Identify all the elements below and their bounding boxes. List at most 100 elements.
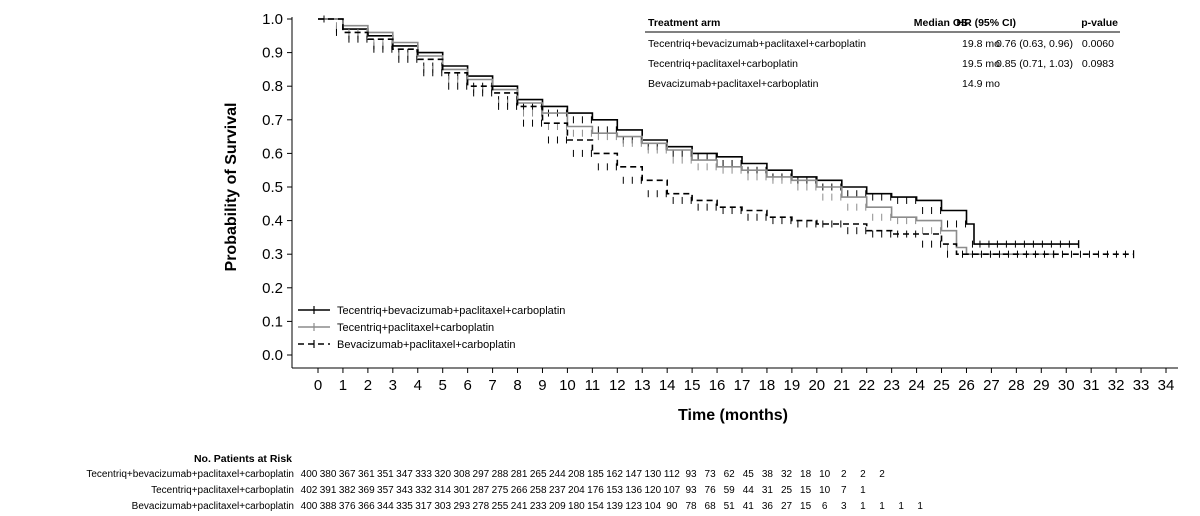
at-risk-value: 36 (762, 501, 774, 512)
at-risk-value: 241 (511, 501, 528, 512)
at-risk-value: 90 (666, 501, 678, 512)
x-tick-label: 19 (784, 377, 801, 394)
at-risk-value: 347 (396, 469, 413, 480)
at-risk-value: 266 (511, 485, 528, 496)
at-risk-value: 335 (396, 501, 413, 512)
at-risk-value: 367 (339, 469, 356, 480)
at-risk-value: 93 (685, 469, 697, 480)
at-risk-value: 332 (415, 485, 432, 496)
at-risk-value: 1 (860, 501, 866, 512)
at-risk-label: Bevacizumab+paclitaxel+carboplatin (132, 501, 294, 512)
at-risk-value: 369 (358, 485, 375, 496)
at-risk-value: 204 (568, 485, 585, 496)
series-line-2 (318, 18, 1054, 255)
at-risk-value: 391 (320, 485, 337, 496)
at-risk-value: 2 (879, 469, 885, 480)
plot-axes (291, 17, 1178, 369)
at-risk-value: 162 (606, 469, 623, 480)
at-risk-title: No. Patients at Risk (194, 453, 292, 465)
at-risk-value: 255 (492, 501, 509, 512)
at-risk-value: 209 (549, 501, 566, 512)
at-risk-value: 25 (781, 485, 793, 496)
at-risk-value: 1 (898, 501, 904, 512)
x-tick-label: 13 (634, 377, 651, 394)
x-tick-label: 33 (1133, 377, 1150, 394)
y-tick-label: 0.0 (262, 347, 283, 364)
at-risk-value: 18 (800, 469, 812, 480)
x-axis-ticks: 0 1 2 3 4 5 6 7 8 9 10 11 12 13 14 15 16 17 18 19 20 21 22 23 24… (314, 368, 1174, 394)
x-tick-label: 6 (463, 377, 471, 394)
table-cell: 0.0983 (1082, 58, 1114, 70)
y-tick-label: 0.8 (262, 78, 283, 95)
table-cell: 19.5 mo (962, 58, 1000, 70)
table-cell: 0.85 (0.71, 1.03) (996, 58, 1073, 70)
at-risk-value: 258 (530, 485, 547, 496)
x-tick-label: 15 (684, 377, 701, 394)
at-risk-value: 27 (781, 501, 793, 512)
at-risk-value: 147 (625, 469, 642, 480)
at-risk-value: 44 (743, 485, 755, 496)
at-risk-value: 3 (841, 501, 847, 512)
at-risk-value: 120 (644, 485, 661, 496)
at-risk-value: 31 (762, 485, 774, 496)
table-cell: 0.76 (0.63, 0.96) (996, 38, 1073, 50)
x-tick-label: 30 (1058, 377, 1075, 394)
legend-label: Bevacizumab+paclitaxel+carboplatin (337, 339, 516, 351)
y-tick-label: 0.7 (262, 112, 283, 129)
at-risk-value: 41 (743, 501, 755, 512)
y-tick-label: 0.3 (262, 246, 283, 263)
x-tick-label: 5 (439, 377, 447, 394)
x-tick-label: 4 (414, 377, 422, 394)
at-risk-value: 344 (377, 501, 394, 512)
at-risk-value: 293 (453, 501, 470, 512)
at-risk-value: 2 (841, 469, 847, 480)
at-risk-value: 357 (377, 485, 394, 496)
x-tick-label: 16 (709, 377, 726, 394)
at-risk-value: 400 (301, 501, 318, 512)
table-header: HR (95% CI) (956, 17, 1016, 29)
at-risk-value: 38 (762, 469, 774, 480)
at-risk-label: Tecentriq+paclitaxel+carboplatin (151, 485, 294, 496)
legend-label: Tecentriq+bevacizumab+paclitaxel+carbopl… (337, 305, 565, 317)
x-tick-label: 26 (958, 377, 975, 394)
x-tick-label: 10 (559, 377, 576, 394)
x-tick-label: 2 (364, 377, 372, 394)
at-risk-value: 288 (492, 469, 509, 480)
at-risk-value: 281 (511, 469, 528, 480)
at-risk-value: 32 (781, 469, 793, 480)
at-risk-value: 278 (473, 501, 490, 512)
at-risk-value: 130 (644, 469, 661, 480)
at-risk-value: 107 (664, 485, 681, 496)
at-risk-value: 303 (434, 501, 451, 512)
at-risk-value: 237 (549, 485, 566, 496)
at-risk-value: 314 (434, 485, 451, 496)
at-risk-value: 7 (841, 485, 847, 496)
at-risk-value: 1 (860, 485, 866, 496)
at-risk-value: 185 (587, 469, 604, 480)
at-risk-value: 6 (822, 501, 828, 512)
x-tick-label: 28 (1008, 377, 1025, 394)
at-risk-value: 400 (301, 469, 318, 480)
at-risk-value: 382 (339, 485, 356, 496)
at-risk-value: 78 (685, 501, 697, 512)
y-tick-label: 0.6 (262, 145, 283, 162)
at-risk-value: 1 (917, 501, 923, 512)
at-risk-value: 68 (705, 501, 717, 512)
y-tick-label: 0.9 (262, 45, 283, 62)
series-line-3 (318, 18, 1134, 255)
x-tick-label: 24 (908, 377, 925, 394)
y-axis-title: Probability of Survival (223, 103, 240, 272)
at-risk-value: 301 (453, 485, 470, 496)
at-risk-value: 343 (396, 485, 413, 496)
y-axis-ticks: 0.0 0.1 0.2 0.3 0.4 0.5 0.6 0.7 0.8 0.9 1.0 (262, 11, 292, 364)
at-risk-value: 59 (724, 485, 736, 496)
x-tick-label: 22 (858, 377, 875, 394)
table-cell: Bevacizumab+paclitaxel+carboplatin (648, 78, 819, 90)
legend: Tecentriq+bevacizumab+paclitaxel+carbopl… (298, 305, 565, 351)
at-risk-value: 76 (705, 485, 717, 496)
y-tick-label: 0.2 (262, 280, 283, 297)
table-cell: 0.0060 (1082, 38, 1114, 50)
table-cell: 14.9 mo (962, 78, 1000, 90)
